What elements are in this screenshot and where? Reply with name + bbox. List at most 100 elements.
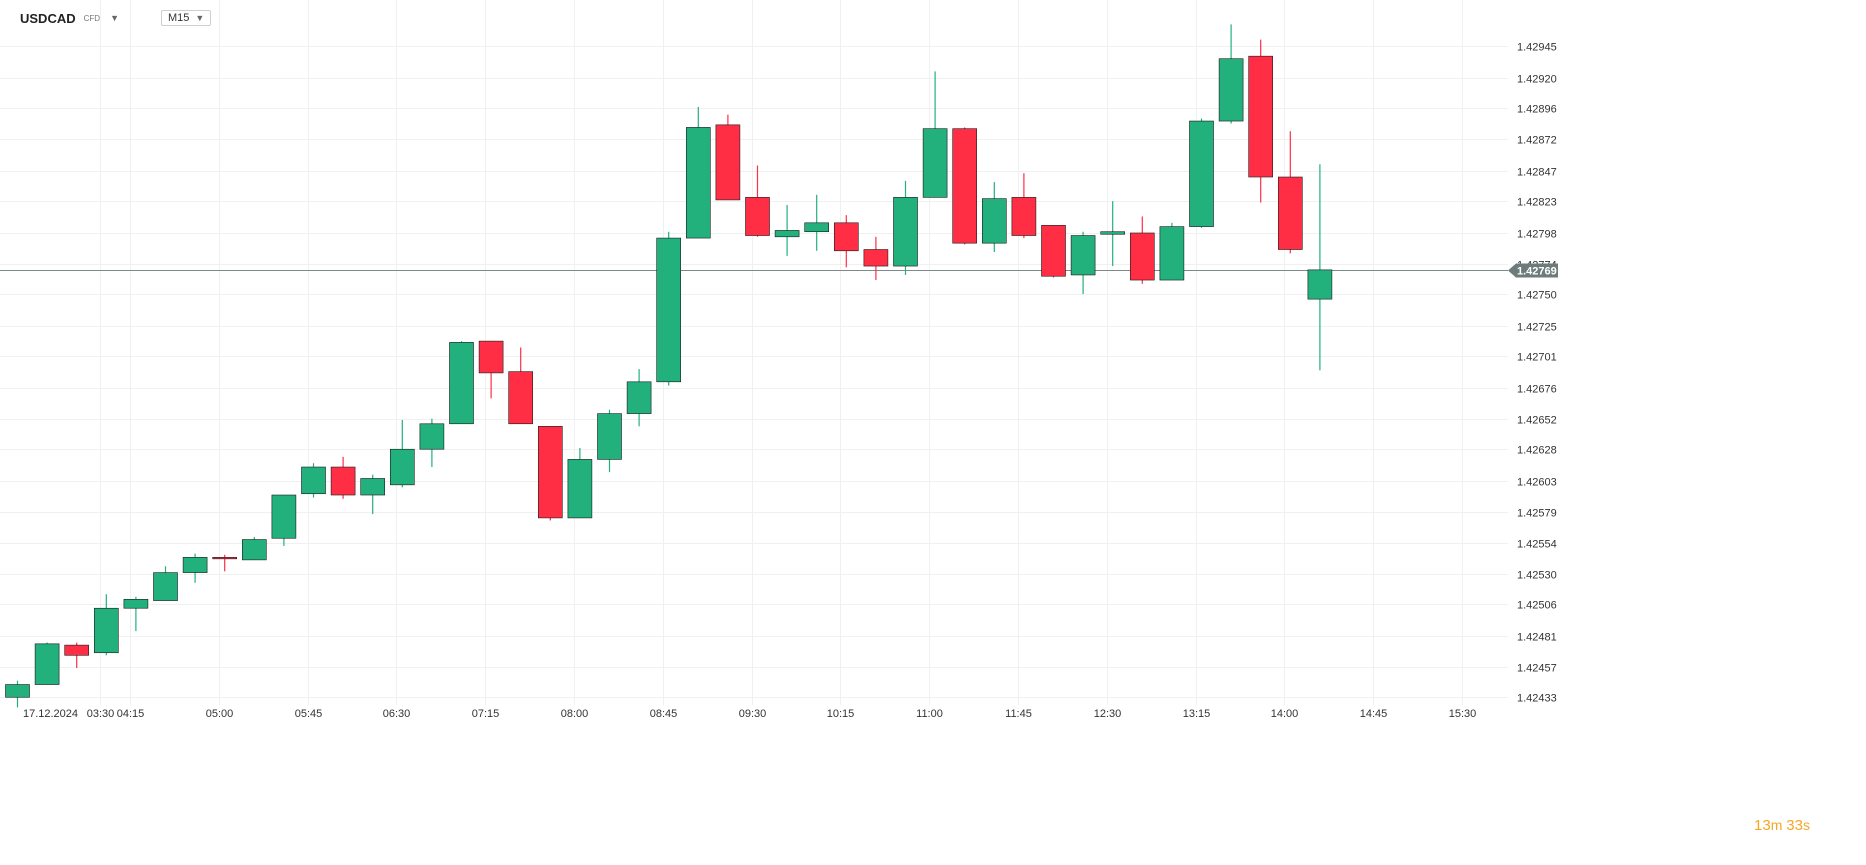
candle-body — [508, 371, 534, 425]
candles-layer[interactable] — [5, 24, 1333, 708]
x-tick-label: 10:15 — [827, 708, 855, 720]
candle-bullish[interactable] — [271, 494, 297, 546]
candle-bullish[interactable] — [656, 231, 682, 386]
candle-bullish[interactable] — [893, 180, 918, 275]
candle-bearish[interactable] — [1278, 131, 1303, 254]
candle-bearish[interactable] — [212, 554, 237, 572]
candle-bullish[interactable] — [419, 418, 445, 468]
candle-bearish[interactable] — [745, 165, 770, 237]
timeframe-selector[interactable]: M15 ▼ — [161, 10, 212, 26]
candle-body — [449, 342, 474, 425]
candle-bullish[interactable] — [567, 447, 593, 519]
y-tick-label: 1.42603 — [1517, 477, 1557, 489]
candle-bearish[interactable] — [715, 114, 741, 201]
candle-bearish[interactable] — [1248, 39, 1273, 203]
price-axis[interactable]: 1.42945 1.42920 1.42896 1.42872 1.42847 1.428… — [1517, 42, 1557, 705]
caret-down-icon[interactable]: ▼ — [110, 13, 119, 23]
x-tick-label: 13:15 — [1183, 708, 1211, 720]
candle-bullish[interactable] — [1189, 118, 1214, 228]
candle-body — [952, 128, 978, 244]
candle-body — [212, 557, 237, 560]
candle-body — [64, 644, 89, 656]
candle-bearish[interactable] — [1130, 216, 1155, 284]
x-tick-label: 14:00 — [1271, 708, 1299, 720]
candle-bullish[interactable] — [34, 642, 60, 685]
candle-body — [1189, 120, 1214, 227]
y-tick-label: 1.42750 — [1517, 290, 1557, 302]
symbol-name[interactable]: USDCAD — [20, 10, 76, 26]
candle-bearish[interactable] — [833, 215, 859, 268]
candle-bullish[interactable] — [922, 71, 948, 198]
x-tick-label: 15:30 — [1449, 708, 1477, 720]
x-tick-label: 04:15 — [117, 708, 145, 720]
candle-bullish[interactable] — [5, 680, 30, 708]
candle-body — [271, 494, 297, 539]
candle-body — [153, 572, 178, 601]
candle-body — [597, 413, 622, 460]
candle-body — [389, 448, 415, 486]
candle-body — [922, 128, 948, 198]
candle-body — [626, 381, 652, 414]
time-axis[interactable]: 17.12.2024 03:30 04:15 05:00 05:45 06:30 07:15… — [23, 708, 1476, 720]
candle-bearish[interactable] — [537, 426, 563, 521]
candle-body — [537, 426, 563, 519]
candle-bearish[interactable] — [478, 340, 504, 399]
candle-bullish[interactable] — [389, 419, 415, 488]
x-tick-label: 11:00 — [916, 708, 943, 720]
candle-bearish[interactable] — [1011, 173, 1037, 239]
candle-bearish[interactable] — [1041, 225, 1066, 278]
candle-bullish[interactable] — [94, 594, 119, 656]
grid-layer — [0, 0, 1508, 705]
candle-bullish[interactable] — [1307, 164, 1333, 371]
y-tick-label: 1.42945 — [1517, 42, 1557, 54]
candle-bullish[interactable] — [242, 536, 267, 561]
candle-bullish[interactable] — [182, 553, 208, 583]
candle-body — [478, 340, 504, 374]
y-tick-label: 1.42530 — [1517, 570, 1557, 582]
candle-bearish[interactable] — [952, 127, 978, 245]
candle-bullish[interactable] — [1159, 222, 1185, 281]
candle-body — [774, 230, 800, 238]
candle-body — [5, 684, 30, 698]
current-price-label: 1.42769 — [1517, 266, 1557, 278]
candle-bullish[interactable] — [123, 596, 149, 632]
y-tick-label: 1.42872 — [1517, 135, 1557, 147]
candle-bullish[interactable] — [360, 474, 386, 515]
candle-bearish[interactable] — [330, 456, 356, 499]
y-tick-label: 1.42579 — [1517, 508, 1557, 520]
candle-body — [863, 249, 889, 267]
candle-bullish[interactable] — [981, 182, 1007, 253]
y-tick-label: 1.42652 — [1517, 415, 1557, 427]
candle-body — [685, 127, 711, 239]
x-tick-label: 17.12.2024 — [23, 708, 78, 720]
candle-body — [1041, 225, 1066, 277]
x-tick-label: 05:45 — [295, 708, 323, 720]
candle-bullish[interactable] — [597, 409, 622, 473]
candle-bullish[interactable] — [804, 194, 830, 251]
candle-bearish[interactable] — [863, 236, 889, 281]
candle-body — [656, 237, 682, 383]
candle-bullish[interactable] — [1070, 231, 1096, 295]
candle-bullish[interactable] — [449, 341, 474, 425]
candle-bullish[interactable] — [626, 369, 652, 427]
candle-bearish[interactable] — [64, 642, 89, 669]
candle-bullish[interactable] — [685, 107, 711, 239]
countdown-minutes: 13 — [1754, 817, 1771, 834]
y-tick-label: 1.42457 — [1517, 663, 1557, 675]
candle-bullish[interactable] — [301, 463, 326, 498]
candle-bullish[interactable] — [153, 566, 178, 601]
candle-body — [981, 198, 1007, 244]
y-tick-label: 1.42701 — [1517, 352, 1557, 364]
y-tick-label: 1.42628 — [1517, 445, 1557, 457]
candle-bullish[interactable] — [1218, 24, 1244, 124]
candle-bullish[interactable] — [1100, 201, 1125, 267]
candle-bearish[interactable] — [508, 347, 534, 425]
y-tick-label: 1.42798 — [1517, 229, 1557, 241]
candle-body — [1218, 58, 1244, 122]
x-tick-label: 06:30 — [383, 708, 411, 720]
caret-down-icon: ▼ — [195, 13, 205, 23]
y-tick-label: 1.42920 — [1517, 74, 1557, 86]
candle-bullish[interactable] — [774, 205, 800, 256]
candle-body — [94, 607, 119, 654]
